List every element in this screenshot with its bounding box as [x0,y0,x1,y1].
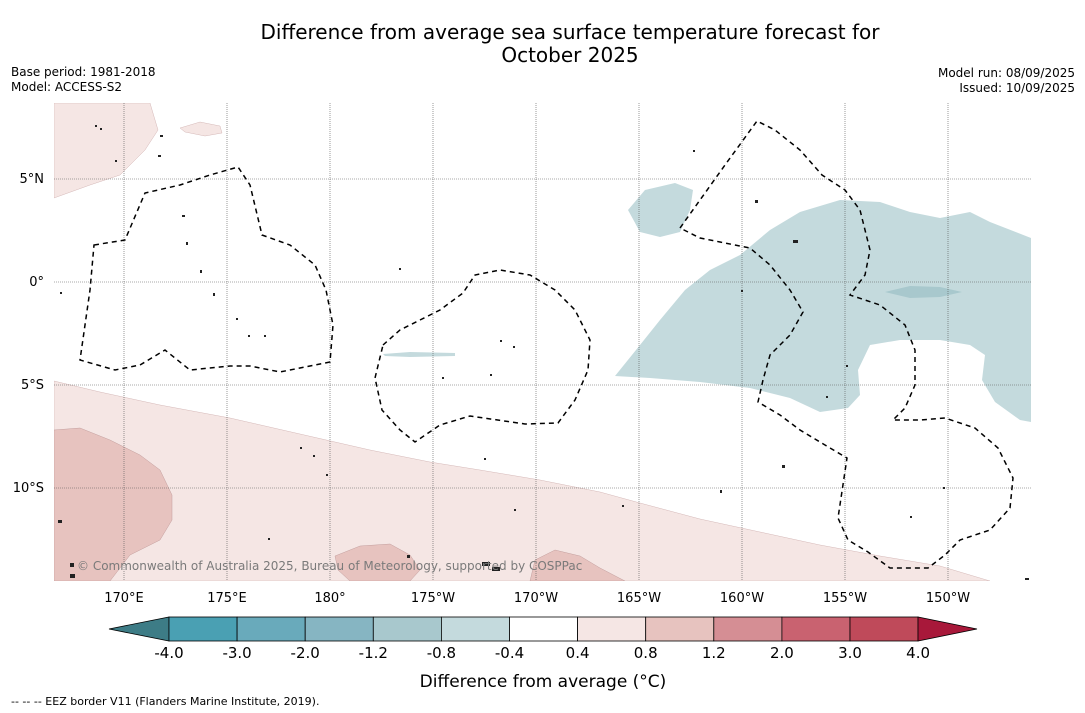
longitude-label: 170°E [104,591,144,606]
longitude-label: 155°W [823,591,867,606]
colorbar-title: Difference from average (°C) [420,672,667,692]
colorbar: -4.0 -3.0 -2.0 -1.2 -0.8 -0.4 0.4 0.8 1.2 2.0 3.0 4… [108,616,978,692]
colorbar-tick-label: -0.8 [427,644,456,662]
colorbar-segments [168,616,919,642]
colorbar-segment [509,616,578,642]
colorbar-segment [304,616,374,642]
longitude-labels: 170°E 175°E 180° 175°W 170°W 165°W 160°W 155°W 1… [104,591,970,606]
warm-anomaly-patch-south-1 [334,543,421,581]
islands [58,125,1029,580]
model-name: Model: ACCESS-S2 [11,80,123,94]
cool-anomaly-sliver [383,352,455,357]
colorbar-tick-label: 0.4 [566,644,590,662]
map-title: Difference from average sea surface temp… [0,21,1085,67]
latitude-label: 5°N [20,172,45,187]
colorbar-tick-label: -1.2 [359,644,388,662]
colorbar-segment [781,616,851,642]
longitude-label: 175°E [207,591,247,606]
colorbar-segment [713,616,783,642]
warm-anomaly-region-northwest [54,103,159,199]
cool-anomaly-patch-north [628,183,693,237]
longitude-label: 180° [314,591,345,606]
eez-border-line-islands [678,120,1014,569]
eez-legend-note: -- -- -- EEZ border V11 (Flanders Marine… [11,695,320,708]
latitude-label: 0° [29,275,44,290]
colorbar-tick-labels: -4.0 -3.0 -2.0 -1.2 -0.8 -0.4 0.4 0.8 1.2 2.0 3.0 4… [154,644,930,662]
title-line-1: Difference from average sea surface temp… [260,20,880,44]
warm-anomaly-patch-north [179,121,223,137]
longitude-label: 175°W [411,591,455,606]
colorbar-segment [236,616,306,642]
colorbar-min-arrow [108,616,170,642]
eez-border-phoenix [374,269,591,443]
model-info: Base period: 1981-2018 Model: ACCESS-S2 [11,65,156,95]
eez-borders [79,120,1014,569]
map-plot-area: © Commonwealth of Australia 2025, Bureau… [54,103,1031,581]
longitude-label: 165°W [617,591,661,606]
base-period: Base period: 1981-2018 [11,65,156,79]
colorbar-tick-label: -2.0 [291,644,320,662]
longitude-label: 150°W [926,591,970,606]
latitude-label: 5°S [21,378,44,393]
colorbar-tick-label: -3.0 [222,644,251,662]
issued-date: Issued: 10/09/2025 [959,81,1075,95]
colorbar-segment [168,616,238,642]
colorbar-tick-label: 2.0 [770,644,794,662]
colorbar-tick-label: -0.4 [495,644,524,662]
map-gridlines [54,103,1031,581]
cool-anomaly-core [885,286,962,298]
eez-border-kiribati-gilbert [79,166,334,373]
colorbar-segment [645,616,715,642]
colorbar-segment [577,616,647,642]
colorbar-tick-label: 3.0 [838,644,862,662]
run-info: Model run: 08/09/2025 Issued: 10/09/2025 [938,66,1075,96]
longitude-label: 170°W [514,591,558,606]
colorbar-segment [440,616,510,642]
colorbar-segment [372,616,442,642]
copyright-notice: © Commonwealth of Australia 2025, Bureau… [77,559,582,573]
longitude-label: 160°W [720,591,764,606]
warm-anomaly-region-light [54,380,991,581]
colorbar-tick-label: 4.0 [906,644,930,662]
model-run: Model run: 08/09/2025 [937,66,1075,80]
colorbar-tick-label: 1.2 [702,644,726,662]
title-line-2: October 2025 [501,43,639,67]
colorbar-segment [849,616,919,642]
colorbar-max-arrow [917,616,978,642]
colorbar-tick-label: 0.8 [634,644,658,662]
latitude-label: 10°S [13,481,44,496]
warm-anomaly-region-southwest [54,427,173,581]
cool-anomaly-region-east [615,200,1031,422]
warm-anomaly-patch-south-2 [529,549,626,581]
latitude-labels: 5°N 0° 5°S 10°S [13,172,44,496]
colorbar-tick-label: -4.0 [154,644,183,662]
